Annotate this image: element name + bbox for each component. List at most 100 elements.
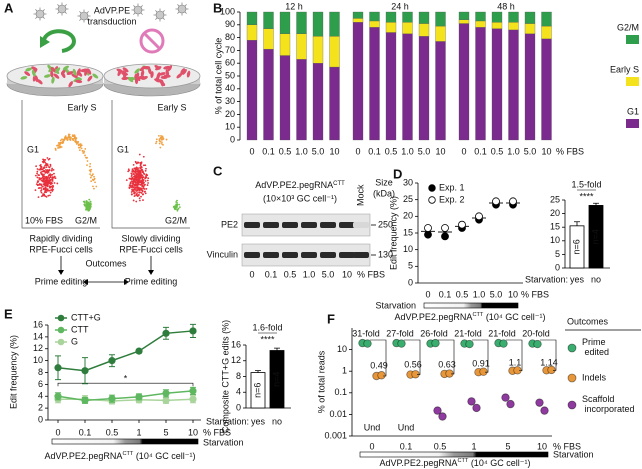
blot-band bbox=[282, 252, 298, 258]
flow-dot bbox=[80, 147, 83, 150]
flow-dot bbox=[49, 179, 52, 182]
lane-label: 10 bbox=[342, 269, 352, 279]
panel-label: C bbox=[213, 163, 223, 178]
flow-dot bbox=[130, 178, 133, 181]
x-axis-caption: AdVP.PE2.pegRNACTT (10⁴ GC cell⁻¹) bbox=[45, 451, 196, 461]
flow-dot bbox=[134, 186, 136, 189]
blot-band bbox=[244, 252, 260, 258]
flow-dot bbox=[44, 181, 47, 183]
fold-label: 21-fold bbox=[454, 328, 482, 338]
flow-dot bbox=[42, 179, 44, 182]
bar-segment bbox=[329, 66, 340, 141]
flow-dot bbox=[43, 173, 45, 176]
x-axis-label: % FBS bbox=[203, 427, 231, 437]
flow-dot bbox=[138, 197, 141, 200]
bar-segment bbox=[279, 33, 291, 56]
bar-segment bbox=[418, 23, 430, 37]
flow-dot bbox=[40, 179, 43, 182]
flow-dot bbox=[135, 166, 138, 169]
point bbox=[377, 371, 386, 380]
panel-label: D bbox=[393, 166, 402, 181]
bar-segment bbox=[312, 36, 324, 64]
cell bbox=[31, 69, 36, 77]
flow-dot bbox=[89, 202, 92, 205]
flow-dot bbox=[132, 163, 135, 166]
flow-dot bbox=[46, 172, 49, 174]
flow-dot bbox=[74, 139, 77, 142]
flow-dot bbox=[161, 138, 164, 141]
flow-dot bbox=[178, 206, 181, 209]
point bbox=[458, 220, 466, 229]
cell bbox=[68, 81, 73, 88]
flow-dot bbox=[133, 178, 136, 181]
y-tick-label: 25 bbox=[403, 194, 413, 204]
point bbox=[162, 389, 170, 397]
point bbox=[433, 406, 442, 415]
cell bbox=[139, 66, 146, 72]
cell bbox=[141, 76, 148, 80]
bar-segment bbox=[385, 11, 397, 23]
legend-label: Indels bbox=[582, 372, 607, 382]
y-axis-label: Edit frequency (%) bbox=[8, 335, 18, 409]
lane-label: 0.5 bbox=[284, 269, 297, 279]
flow-dot bbox=[85, 200, 88, 203]
flow-dot bbox=[50, 182, 53, 185]
flow-dot bbox=[133, 192, 135, 195]
y-tick-label: 60 bbox=[225, 58, 235, 68]
flow-dot bbox=[86, 208, 89, 211]
cell bbox=[134, 75, 141, 82]
virus-spike bbox=[79, 18, 82, 21]
cell bbox=[62, 65, 69, 71]
flow-dot bbox=[132, 189, 135, 192]
flow-dot bbox=[48, 166, 50, 168]
flow-dot bbox=[138, 181, 141, 183]
flow-dot bbox=[135, 194, 138, 197]
x-axis-label: % FBS bbox=[521, 289, 549, 299]
flow-dot bbox=[46, 188, 49, 191]
virus-spike bbox=[86, 18, 89, 21]
virus-spike bbox=[155, 10, 158, 13]
point bbox=[397, 339, 406, 348]
flow-dot bbox=[40, 177, 43, 180]
flow-gate-label: G1 bbox=[117, 144, 129, 154]
cell bbox=[51, 76, 55, 84]
flow-dot bbox=[45, 163, 47, 166]
blot-band bbox=[320, 252, 336, 258]
y-tick-label: 4 bbox=[38, 391, 43, 401]
flow-dot bbox=[140, 195, 142, 198]
flow-dot bbox=[144, 169, 147, 172]
flow-dot bbox=[143, 183, 146, 186]
flow-dot bbox=[53, 182, 56, 184]
n-label: n=4 bbox=[271, 372, 281, 387]
x-tick-label: 10 bbox=[541, 146, 551, 156]
flow-dot bbox=[45, 171, 47, 174]
flow-dot bbox=[141, 190, 144, 193]
flow-dot bbox=[94, 181, 96, 184]
point bbox=[424, 230, 432, 239]
x-axis-caption-suffix: (10⁴ GC cell⁻¹) bbox=[133, 451, 195, 461]
bar-segment bbox=[475, 27, 486, 141]
fold-bracket bbox=[438, 339, 455, 375]
fold-label: 27-fold bbox=[386, 328, 414, 338]
flow-dot bbox=[158, 138, 161, 140]
blot-band bbox=[263, 222, 279, 228]
x-tick-label: 0 bbox=[425, 289, 430, 299]
flow-dot bbox=[137, 176, 140, 179]
y-tick-label: 0.001 bbox=[324, 430, 347, 440]
cell bbox=[50, 67, 57, 73]
flow-dot bbox=[89, 205, 92, 208]
flow-dot bbox=[142, 155, 145, 158]
bar-segment bbox=[279, 55, 291, 141]
blot-band bbox=[320, 222, 336, 228]
legend-label: CTT bbox=[71, 324, 89, 334]
x-axis-caption-suffix: (10⁴ GC cell⁻¹) bbox=[468, 458, 530, 468]
fold-label: 1.5-fold bbox=[571, 179, 601, 189]
virus-spike bbox=[35, 16, 38, 19]
cell bbox=[92, 73, 99, 79]
legend-marker bbox=[567, 400, 577, 410]
y-tick-label: 0 bbox=[555, 262, 560, 272]
point bbox=[499, 339, 508, 348]
flow-dot bbox=[142, 182, 145, 185]
x-axis-caption-main: AdVP.PE2.pegRNA bbox=[395, 312, 473, 322]
flow-dot bbox=[86, 164, 88, 166]
